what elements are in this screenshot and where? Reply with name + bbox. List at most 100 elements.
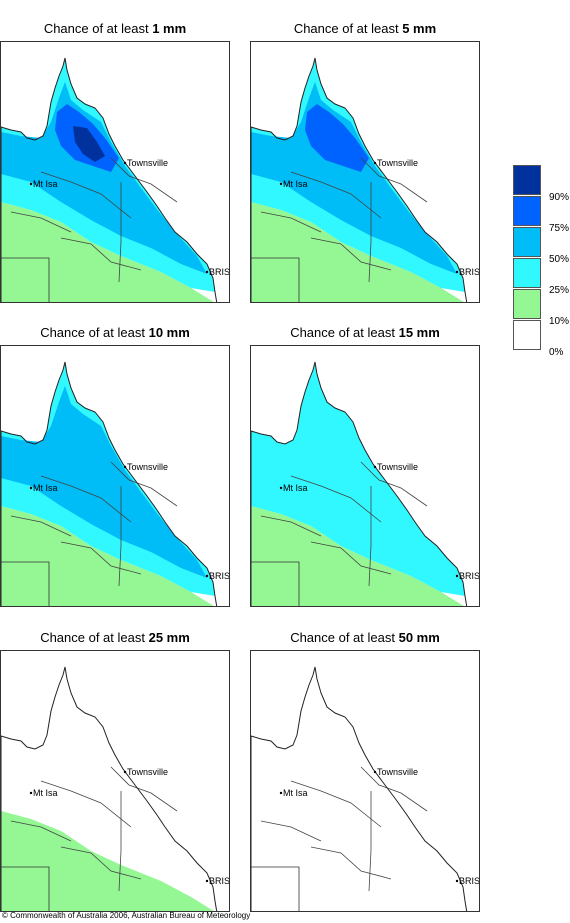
map-panel-1mm: Townsville Mt Isa BRIS bbox=[0, 41, 230, 303]
coastline bbox=[251, 361, 468, 606]
legend-swatch-50 bbox=[513, 227, 541, 257]
district-boundary bbox=[290, 475, 382, 523]
rainfall-map: Townsville Mt Isa BRIS bbox=[1, 666, 230, 911]
probability-zone bbox=[1, 811, 214, 911]
coastline bbox=[1, 57, 218, 302]
town-marker bbox=[123, 770, 127, 774]
legend-label-10: 10% bbox=[549, 316, 570, 327]
rainfall-map: Townsville Mt Isa BRIS bbox=[251, 666, 479, 911]
mt-isa-label: Mt Isa bbox=[283, 483, 308, 493]
probability-zone bbox=[305, 104, 369, 172]
town-marker bbox=[123, 161, 127, 165]
town-marker bbox=[455, 270, 459, 274]
district-boundary bbox=[290, 171, 382, 219]
brisbane-label: BRIS bbox=[209, 876, 230, 886]
state-border bbox=[251, 257, 300, 302]
legend-label-75: 75% bbox=[549, 223, 570, 234]
probability-zone bbox=[251, 506, 464, 606]
town-marker bbox=[29, 182, 33, 186]
mt-isa-label: Mt Isa bbox=[283, 788, 308, 798]
district-boundary bbox=[368, 486, 372, 587]
legend-swatch-10 bbox=[513, 289, 541, 319]
legend-label-90: 90% bbox=[549, 192, 570, 203]
town-marker bbox=[29, 791, 33, 795]
state-border bbox=[1, 866, 50, 911]
legend-label-0: 0% bbox=[549, 347, 564, 358]
brisbane-label: BRIS bbox=[209, 267, 230, 277]
town-marker bbox=[279, 182, 283, 186]
coastline bbox=[251, 57, 468, 302]
probability-zone bbox=[1, 506, 214, 606]
map-panel-10mm: Townsville Mt Isa BRIS bbox=[0, 345, 230, 607]
district-boundary bbox=[40, 475, 132, 523]
panel-title-10mm: Chance of at least 10 mm bbox=[40, 325, 190, 340]
brisbane-label: BRIS bbox=[459, 267, 480, 277]
panel-title-25mm: Chance of at least 25 mm bbox=[40, 630, 190, 645]
district-boundary bbox=[110, 766, 178, 812]
rainfall-map: Townsville Mt Isa BRIS bbox=[251, 361, 479, 606]
probability-zone bbox=[251, 202, 464, 302]
townsville-label: Townsville bbox=[127, 767, 168, 777]
townsville-label: Townsville bbox=[377, 462, 418, 472]
probability-zone bbox=[73, 126, 105, 162]
townsville-label: Townsville bbox=[127, 158, 168, 168]
mt-isa-label: Mt Isa bbox=[283, 179, 308, 189]
coastline bbox=[251, 666, 468, 911]
probability-zone bbox=[251, 362, 465, 596]
district-boundary bbox=[40, 171, 132, 219]
town-marker bbox=[279, 791, 283, 795]
town-marker bbox=[373, 770, 377, 774]
rainfall-map: Townsville Mt Isa BRIS bbox=[1, 361, 230, 606]
coastline bbox=[1, 666, 218, 911]
town-marker bbox=[29, 486, 33, 490]
district-boundary bbox=[10, 820, 72, 842]
town-marker bbox=[373, 161, 377, 165]
town-marker bbox=[455, 879, 459, 883]
district-boundary bbox=[40, 780, 132, 828]
rainfall-map: Townsville Mt Isa BRIS bbox=[1, 57, 230, 302]
district-boundary bbox=[60, 237, 142, 271]
townsville-label: Townsville bbox=[127, 462, 168, 472]
townsville-label: Townsville bbox=[377, 767, 418, 777]
district-boundary bbox=[10, 211, 72, 233]
probability-zone bbox=[1, 386, 207, 578]
district-boundary bbox=[118, 791, 122, 892]
probability-zone bbox=[1, 82, 207, 274]
district-boundary bbox=[360, 157, 428, 203]
probability-legend: 90% 75% 50% 25% 10% 0% bbox=[513, 165, 569, 358]
probability-zone bbox=[1, 202, 214, 302]
district-boundary bbox=[290, 780, 382, 828]
state-border bbox=[1, 257, 50, 302]
town-marker bbox=[205, 270, 209, 274]
district-boundary bbox=[360, 461, 428, 507]
legend-swatch-75 bbox=[513, 196, 541, 226]
district-boundary bbox=[118, 486, 122, 587]
panel-title-5mm: Chance of at least 5 mm bbox=[293, 21, 437, 36]
legend-label-25: 25% bbox=[549, 285, 570, 296]
town-marker bbox=[373, 465, 377, 469]
district-boundary bbox=[110, 461, 178, 507]
town-marker bbox=[205, 879, 209, 883]
legend-swatch-90 bbox=[513, 165, 541, 195]
legend-swatch-25 bbox=[513, 258, 541, 288]
panel-title-1mm: Chance of at least 1 mm bbox=[43, 21, 187, 36]
land-area bbox=[251, 667, 467, 911]
district-boundary bbox=[260, 211, 322, 233]
district-boundary bbox=[310, 237, 392, 271]
town-marker bbox=[205, 574, 209, 578]
mt-isa-label: Mt Isa bbox=[33, 179, 58, 189]
mt-isa-label: Mt Isa bbox=[33, 483, 58, 493]
townsville-label: Townsville bbox=[377, 158, 418, 168]
district-boundary bbox=[60, 846, 142, 880]
panel-title-15mm: Chance of at least 15 mm bbox=[290, 325, 440, 340]
brisbane-label: BRIS bbox=[209, 571, 230, 581]
map-panel-25mm: Townsville Mt Isa BRIS bbox=[0, 650, 230, 912]
district-boundary bbox=[10, 515, 72, 537]
legend-label-50: 50% bbox=[549, 254, 570, 265]
map-panel-50mm: Townsville Mt Isa BRIS bbox=[250, 650, 480, 912]
district-boundary bbox=[310, 541, 392, 575]
state-border bbox=[251, 561, 300, 606]
district-boundary bbox=[368, 182, 372, 283]
district-boundary bbox=[60, 541, 142, 575]
legend-swatch-0 bbox=[513, 320, 541, 350]
